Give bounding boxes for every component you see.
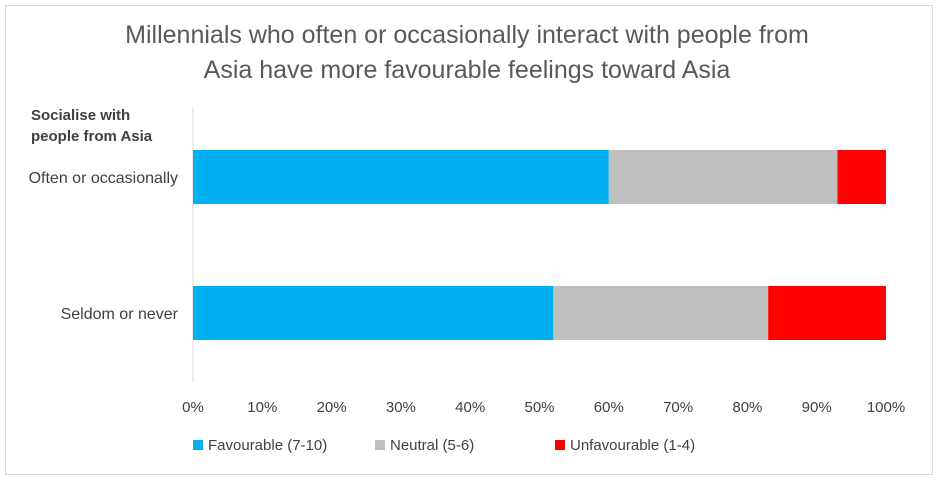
x-tick-label-1: 10% [247,399,277,416]
y-axis-title-line-2: people from Asia [31,128,153,145]
legend-swatch-2 [555,440,565,450]
x-tick-label-3: 30% [386,399,416,416]
legend: Favourable (7-10) Neutral (5-6) Unfavourab… [193,437,695,454]
x-tick-label-8: 80% [732,399,762,416]
x-axis-tick-labels: 0% 10% 20% 30% 40% 50% 60% 70% 80% 90% 100% [182,399,905,416]
x-tick-label-10: 100% [867,399,905,416]
legend-label-0: Favourable (7-10) [208,437,327,454]
chart-title-line-1: Millennials who often or occasionally in… [125,21,809,49]
bar-segment-0-0 [193,150,609,204]
legend-swatch-1 [375,440,385,450]
chart-title-line-2: Asia have more favourable feelings towar… [204,56,731,84]
y-axis-title-line-1: Socialise with [31,107,130,124]
bar-group [193,150,886,340]
x-tick-label-9: 90% [802,399,832,416]
category-label-0: Often or occasionally [29,170,178,187]
chart-frame [5,5,933,475]
bar-segment-0-2 [837,150,886,204]
x-tick-label-2: 20% [317,399,347,416]
x-tick-label-4: 40% [455,399,485,416]
x-tick-label-7: 70% [663,399,693,416]
bar-segment-1-2 [768,286,886,340]
x-tick-label-0: 0% [182,399,204,416]
x-tick-label-6: 60% [594,399,624,416]
legend-swatch-0 [193,440,203,450]
x-tick-label-5: 50% [524,399,554,416]
legend-label-1: Neutral (5-6) [390,437,474,454]
category-label-1: Seldom or never [61,306,179,323]
bar-segment-0-1 [608,150,838,204]
bar-segment-1-0 [193,286,554,340]
bar-segment-1-1 [553,286,769,340]
legend-label-2: Unfavourable (1-4) [570,437,695,454]
category-labels: Often or occasionally Seldom or never [29,170,179,323]
